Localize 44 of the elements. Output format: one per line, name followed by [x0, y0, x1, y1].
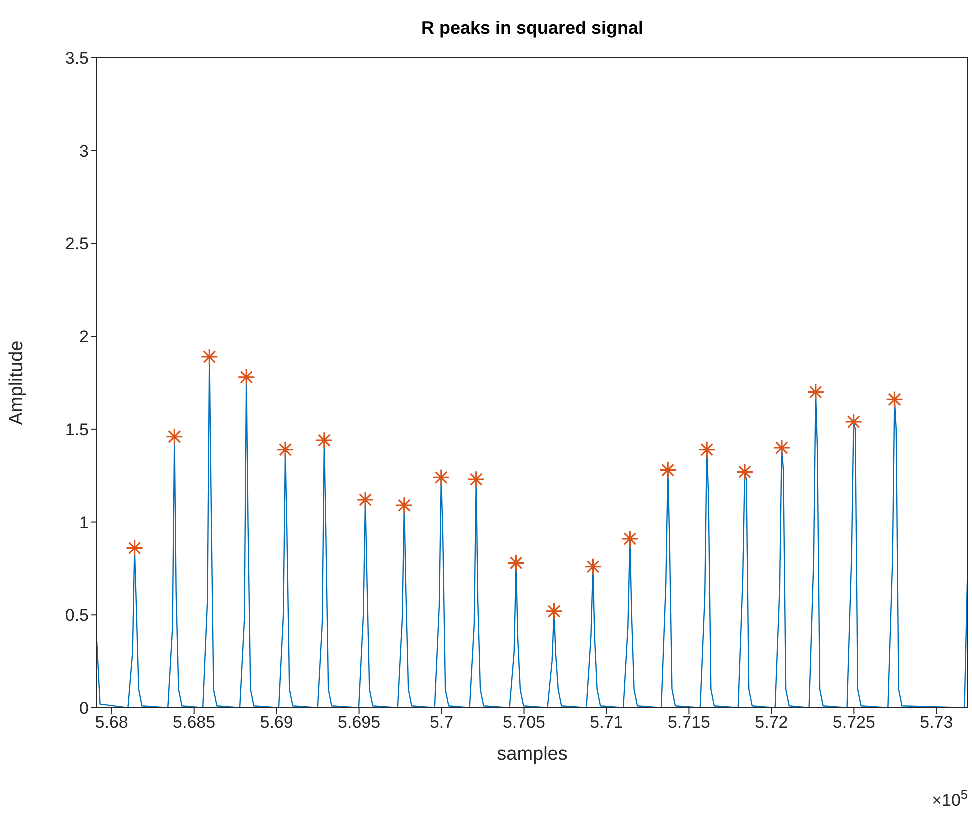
x-tick-label: 5.69 [260, 713, 294, 732]
chart-title: R peaks in squared signal [421, 18, 644, 38]
point [166, 428, 184, 446]
x-tick-label: 5.725 [832, 713, 876, 732]
y-tick-label: 3.5 [65, 49, 89, 68]
x-tick-label: 5.685 [173, 713, 216, 732]
x-tick-label: 5.71 [590, 713, 624, 732]
y-tick-label: 2.5 [65, 234, 89, 254]
x-tick-label: 5.72 [755, 713, 788, 732]
point [356, 491, 374, 509]
y-tick-label: 0 [80, 699, 89, 718]
x-tick-label: 5.695 [338, 713, 381, 732]
point [126, 539, 144, 558]
x-axis-title: samples [497, 744, 568, 765]
x-tick-label: 5.715 [668, 713, 710, 732]
y-axis-title: Amplitude [6, 340, 28, 426]
x-tick-label: 5.73 [920, 713, 954, 732]
point [238, 368, 256, 386]
point [316, 432, 334, 450]
point [276, 441, 294, 459]
point [508, 554, 526, 572]
point [200, 348, 218, 366]
y-tick-label: 3 [80, 142, 89, 161]
point [736, 463, 754, 481]
x-tick-label: 5.705 [502, 713, 546, 732]
x-tick-label: 5.68 [95, 713, 128, 732]
point [886, 390, 904, 409]
y-tick-label: 1 [80, 513, 89, 532]
x-tick-label: 5.7 [430, 713, 454, 732]
y-tick-label: 2 [80, 328, 89, 347]
y-tick-label: 0.5 [65, 606, 89, 626]
point [396, 496, 414, 514]
point [845, 413, 863, 431]
point [773, 439, 791, 457]
point [807, 383, 825, 402]
y-tick-label: 1.5 [65, 420, 89, 440]
point [659, 461, 677, 480]
point [468, 470, 486, 488]
point [432, 468, 450, 487]
point [545, 602, 564, 620]
point [698, 441, 716, 459]
point [584, 558, 602, 576]
text: ×10$^{5}$ [932, 786, 968, 810]
point [621, 530, 639, 548]
